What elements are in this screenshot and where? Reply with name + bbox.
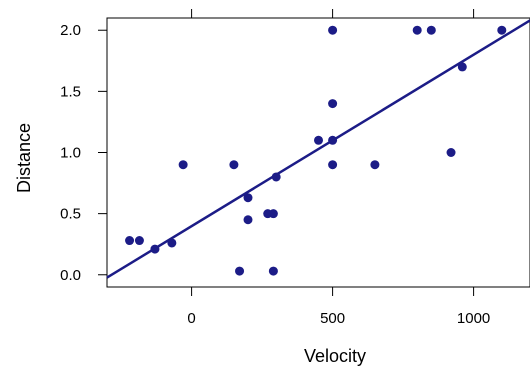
- y-axis: 0.0 0.5 1.0 1.5 2.0: [60, 22, 107, 284]
- data-point: [243, 193, 253, 203]
- points-group: [125, 25, 507, 276]
- top-ticks: [191, 9, 475, 18]
- data-point: [328, 99, 338, 109]
- data-point: [150, 244, 160, 254]
- x-tick-label: 0: [187, 310, 195, 327]
- data-point: [426, 25, 436, 35]
- data-point: [235, 266, 245, 276]
- data-point: [268, 209, 278, 219]
- fit-line-group: [106, 19, 530, 279]
- regression-line: [106, 19, 530, 279]
- data-point: [497, 25, 507, 35]
- data-point: [328, 160, 338, 170]
- data-point: [167, 238, 177, 248]
- y-tick-label: 2.0: [60, 22, 81, 39]
- y-tick-label: 0.0: [60, 267, 81, 284]
- x-tick-label: 1000: [457, 310, 490, 327]
- data-point: [243, 215, 253, 225]
- x-axis: 0 500 1000: [187, 287, 490, 327]
- x-axis-title: Velocity: [304, 346, 366, 366]
- data-point: [271, 172, 281, 182]
- data-point: [134, 236, 144, 246]
- data-point: [178, 160, 188, 170]
- data-point: [328, 25, 338, 35]
- y-tick-label: 1.0: [60, 145, 81, 162]
- y-axis-title: Distance: [14, 123, 34, 193]
- data-point: [268, 266, 278, 276]
- data-point: [229, 160, 239, 170]
- data-point: [457, 62, 467, 72]
- data-point: [125, 236, 135, 246]
- x-tick-label: 500: [320, 310, 345, 327]
- y-tick-label: 1.5: [60, 83, 81, 100]
- data-point: [328, 135, 338, 145]
- data-point: [412, 25, 422, 35]
- y-tick-label: 0.5: [60, 206, 81, 223]
- data-point: [370, 160, 380, 170]
- data-point: [446, 148, 456, 157]
- data-point: [314, 135, 323, 145]
